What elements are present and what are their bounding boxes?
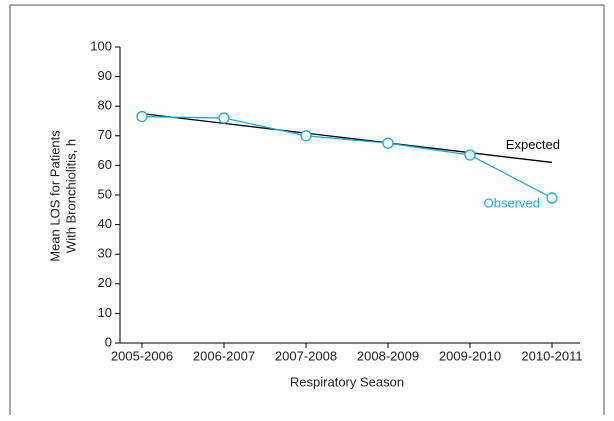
y-tick-label: 30 — [98, 246, 112, 261]
y-tick-label: 60 — [98, 157, 112, 172]
y-tick-label: 50 — [98, 186, 112, 201]
y-tick-label: 40 — [98, 216, 112, 231]
series-label: Observed — [484, 195, 540, 210]
y-tick-label: 10 — [98, 305, 112, 320]
point — [136, 110, 148, 123]
y-label-group: Mean LOS for Patients With Bronchiolitis… — [47, 130, 78, 262]
point — [300, 130, 312, 142]
point — [382, 137, 394, 149]
x-tick-label: 2007-2008 — [275, 348, 337, 363]
x-tick-label: 2005-2006 — [111, 348, 173, 363]
x-tick-label: 2006-2007 — [193, 348, 255, 363]
point — [218, 112, 230, 124]
y-tick-label: 0 — [105, 334, 112, 349]
y-axis-label: Mean LOS for Patients — [47, 130, 62, 262]
series-line — [141, 115, 553, 199]
y-tick-label: 80 — [98, 98, 112, 113]
frame — [9, 4, 605, 415]
point — [464, 149, 476, 161]
y-tick-label: 70 — [98, 127, 112, 142]
y-tick-label: 20 — [98, 275, 112, 290]
x-tick-label: 2008-2009 — [357, 348, 419, 363]
x-axis-label: Respiratory Season — [290, 374, 404, 389]
y-axis-label: With Bronchiolitis, h — [63, 139, 78, 253]
point — [546, 192, 558, 204]
x-tick-label: 2009-2010 — [439, 348, 501, 363]
y-tick-label: 90 — [98, 68, 112, 83]
y-tick-label: 100 — [90, 38, 112, 53]
series-label: Expected — [506, 137, 560, 152]
series-line — [141, 112, 553, 164]
x-tick-label: 2010-2011 — [521, 348, 582, 363]
